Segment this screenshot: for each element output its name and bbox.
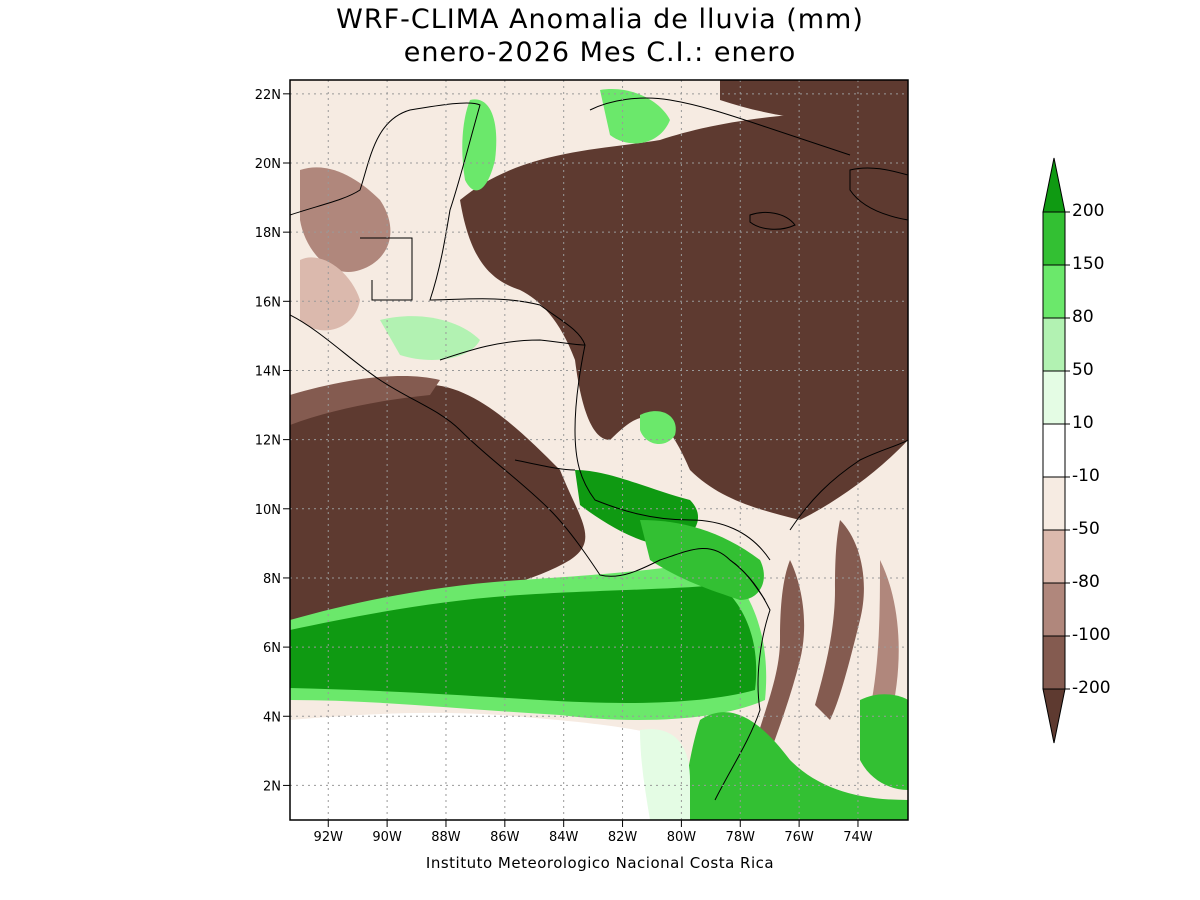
coastlines [290,97,908,801]
field-wet-cuba-patch [600,89,670,144]
colorbar-segment [1042,370,1066,425]
field-dry-nw-corner [720,80,908,122]
coastline-cuba [589,97,851,156]
field-dry-colombia-3 [870,560,899,720]
lat-tick-label: 14N [255,364,281,379]
colorbar-segment [1042,476,1066,531]
field-wet-yucatan [462,99,497,191]
coastline-mesoamerica-caribbean [290,102,771,561]
axis-ticks: 92W 90W 88W 86W 84W 82W 80W 78W 76W 74W 2N 4N 6N 8N 10… [255,88,873,845]
field-dry-colombia-1 [748,560,805,780]
lat-tick-label: 12N [255,434,281,449]
lat-tick-label: 2N [263,779,281,794]
lon-tick-label: 84W [549,830,579,845]
field-wet-southeast [860,694,908,790]
lat-tick-label: 10N [255,503,281,518]
graticule [290,80,908,820]
lat-tick-label: 18N [255,226,281,241]
lat-tick-label: 4N [263,710,281,725]
colorbar-top-triangle [1042,157,1066,213]
colorbar [1042,157,1070,744]
field-wet-panama [640,520,764,600]
lon-tick-label: 92W [314,830,344,845]
coastline-colombia-north [789,439,908,531]
field-wet-strong-band [290,585,757,703]
footer-credit: Instituto Meteorologico Nacional Costa R… [425,854,775,872]
colorbar-label: -10 [1072,466,1100,486]
field-dry-caribbean [460,110,908,520]
lon-tick-label: 90W [372,830,402,845]
field-wet-colombia-south [680,712,908,820]
coastline-jamaica [749,212,796,230]
colorbar-segment [1042,264,1066,319]
colorbar-label: 80 [1072,307,1094,327]
field-dry-colombia-2 [815,520,864,720]
field-neutral-south-pacific [290,712,660,820]
map-title-line1: WRF-CLIMA Anomalia de lluvia (mm) [336,4,864,35]
colorbar-label: 50 [1072,360,1094,380]
border-nicaragua-honduras [439,339,586,361]
colorbar-label: -80 [1072,572,1100,592]
colorbar-label: 10 [1072,413,1094,433]
colorbar-segment [1042,582,1066,637]
coastline-mesoamerica-pacific [290,314,771,801]
lon-tick-label: 74W [843,830,873,845]
lon-tick-label: 76W [784,830,814,845]
lat-tick-label: 8N [263,572,281,587]
colorbar-segment [1042,635,1066,690]
lat-tick-label: 22N [255,88,281,103]
colorbar-segment [1042,317,1066,372]
lon-tick-label: 80W [667,830,697,845]
map-title-line2: enero-2026 Mes C.I.: enero [403,37,797,68]
border-panama-colombia [729,559,766,601]
colorbar-bottom-triangle [1042,688,1066,744]
colorbar-label: -100 [1072,625,1111,645]
lat-tick-label: 20N [255,157,281,172]
field-wet-caribbean-spot [640,411,676,445]
lon-tick-label: 78W [726,830,756,845]
field-dry-north-interior [300,167,391,272]
field-dry-mexico-patch [300,257,360,331]
field-dry-pacific-edge [290,375,440,425]
border-costa-rica-nicaragua [514,459,576,471]
field-dry-pacific [290,384,586,625]
plot-frame [289,79,909,821]
lon-tick-label: 86W [490,830,520,845]
lon-tick-label: 82W [608,830,638,845]
anomaly-field [290,80,908,820]
colorbar-label: -200 [1072,678,1111,698]
lat-tick-label: 16N [255,295,281,310]
colorbar-segment [1042,423,1066,478]
border-belize-guatemala [360,237,413,301]
colorbar-segment [1042,211,1066,266]
colorbar-label: 200 [1072,201,1105,221]
lon-tick-label: 88W [431,830,461,845]
colorbar-segment [1042,529,1066,584]
field-wet-slight-south [640,729,690,820]
colorbar-label: 150 [1072,254,1105,274]
field-wet-honduras [380,316,480,360]
lat-tick-label: 6N [263,641,281,656]
colorbar-label: -50 [1072,519,1100,539]
